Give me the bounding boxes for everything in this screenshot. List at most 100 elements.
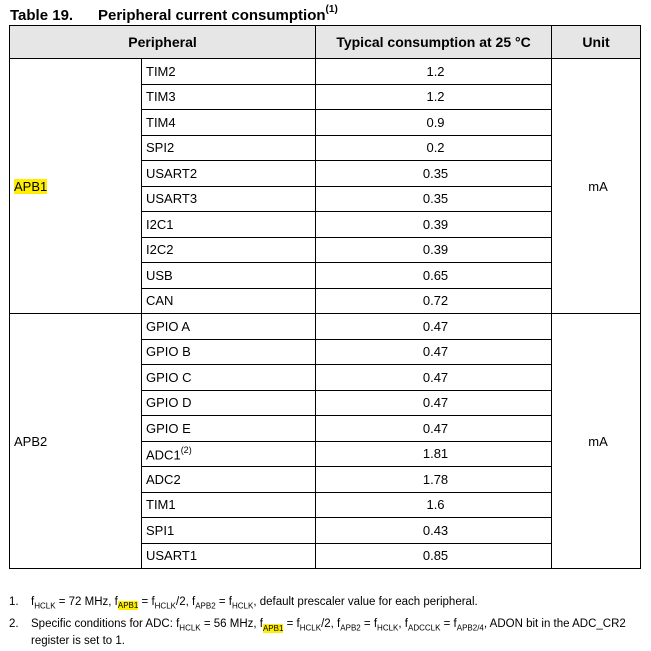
fn2-sub: HCLK — [377, 623, 399, 633]
consumption-value: 0.47 — [315, 313, 553, 340]
unit-cell: mA — [551, 313, 642, 569]
table-row: USART2 0.35 — [10, 160, 641, 187]
fn1-sub-apb1-highlight: APB1 — [117, 601, 139, 611]
table-row: USB 0.65 — [10, 262, 641, 289]
consumption-value: 1.2 — [315, 58, 553, 85]
bus-group-label: APB1 — [14, 178, 48, 194]
peripheral-name: I2C1 — [146, 216, 174, 232]
fn1-sub: APB2 — [195, 601, 216, 611]
peripheral-name: GPIO D — [146, 395, 192, 411]
consumption-value: 0.47 — [315, 389, 553, 416]
fn2-text: , f — [398, 618, 408, 631]
consumption-value: 0.2 — [315, 134, 553, 161]
fn2-sub: APB2 — [340, 623, 361, 633]
table-title: Peripheral current consumption — [98, 7, 326, 24]
peripheral-name: SPI2 — [146, 140, 175, 156]
fn2-text: = f — [440, 618, 457, 631]
peripheral-cell: SPI2 — [140, 134, 317, 161]
peripheral-cell: GPIO B — [140, 338, 317, 365]
peripheral-cell: I2C2 — [140, 236, 317, 263]
consumption-value: 1.78 — [315, 466, 553, 493]
peripheral-cell: GPIO E — [140, 415, 317, 442]
fn1-text: f — [114, 596, 118, 608]
table-caption: Table 19. Peripheral current consumption(… — [10, 4, 338, 24]
fn2-text: = 56 MHz, f — [200, 618, 263, 631]
peripheral-cell: USART3 — [140, 185, 317, 212]
peripheral-name: I2C2 — [146, 242, 174, 258]
fn2-sub-apb1-highlight: APB1 — [262, 623, 284, 633]
header-unit: Unit — [551, 25, 642, 59]
consumption-value: 1.2 — [315, 83, 553, 110]
fn1-text: f — [31, 596, 35, 608]
fn2-text: Specific conditions for ADC: f — [31, 618, 180, 631]
consumption-value: 0.43 — [315, 517, 553, 544]
fn2-text: , ADON bit in the ADC_CR2 register is se… — [31, 618, 626, 647]
bus-group-cell: APB2 — [9, 313, 142, 569]
fn2-sub: ADCCLK — [407, 623, 441, 633]
peripheral-name: GPIO E — [146, 420, 191, 436]
peripheral-name: GPIO C — [146, 369, 192, 385]
table-title-note-ref: (1) — [325, 4, 338, 15]
table-header-row: Peripheral Typical consumption at 25 °C … — [8, 25, 642, 59]
consumption-value: 0.35 — [315, 185, 553, 212]
peripheral-name: GPIO A — [146, 318, 191, 334]
consumption-value: 0.72 — [315, 287, 553, 314]
fn1-text: /2, f — [176, 596, 196, 608]
fn2-sub: HCLK — [299, 623, 322, 633]
table-row: I2C2 0.39 — [10, 236, 641, 263]
consumption-value: 0.47 — [315, 364, 553, 391]
table-row: SPI1 0.43 — [10, 517, 641, 544]
peripheral-cell: GPIO C — [140, 364, 317, 391]
peripheral-cell: TIM3 — [140, 83, 317, 110]
table-row: GPIO E 0.47 — [10, 415, 641, 442]
peripheral-name: SPI1 — [146, 522, 175, 538]
peripheral-name: TIM3 — [146, 89, 176, 105]
peripheral-cell: USART1 — [140, 542, 317, 569]
peripheral-cell: I2C1 — [140, 211, 317, 238]
table-row: APB1 TIM2 1.2 mA — [9, 58, 642, 314]
peripheral-cell: ADC1(2) — [140, 440, 317, 467]
peripheral-name: CAN — [146, 293, 174, 309]
fn1-text: = f — [138, 596, 155, 608]
fn1-text: = 72 MHz, — [55, 596, 115, 608]
peripheral-cell: GPIO D — [140, 389, 317, 416]
peripheral-cell: USART2 — [140, 160, 317, 187]
peripheral-note-ref: (2) — [180, 444, 192, 455]
footnotes: 1. fHCLK = 72 MHz, fAPB1 = fHCLK/2, fAPB… — [9, 596, 639, 651]
peripheral-name: ADC1 — [146, 446, 181, 462]
footnote-1-number: 1. — [9, 596, 19, 608]
header-consumption: Typical consumption at 25 °C — [315, 25, 553, 59]
peripheral-cell: SPI1 — [140, 517, 317, 544]
table-body: APB1 TIM2 1.2 mA TIM3 1.2 TIM4 0.9 SPI2 0.2 USART2… — [9, 58, 642, 569]
consumption-value: 0.39 — [315, 211, 553, 238]
peripheral-cell: ADC2 — [140, 466, 317, 493]
fn2-text: = f — [283, 618, 300, 631]
consumption-value: 1.6 — [315, 491, 553, 518]
fn2-text: = f — [360, 618, 378, 631]
table-row: APB2 GPIO A 0.47 mA — [9, 313, 642, 569]
fn2-text: /2, f — [321, 618, 341, 631]
bus-group-label: APB2 — [14, 433, 48, 449]
peripheral-cell: TIM2 — [140, 58, 317, 85]
fn1-sub: HCLK — [231, 601, 254, 611]
table-row: SPI2 0.2 — [10, 134, 641, 161]
fn2-sub: APB2/4 — [456, 623, 484, 633]
peripheral-cell: GPIO A — [140, 313, 317, 340]
consumption-value: 0.9 — [315, 109, 553, 136]
footnote-2: 2. Specific conditions for ADC: f HCLK = … — [9, 618, 639, 647]
footnote-2-number: 2. — [9, 618, 19, 631]
bus-group-cell: APB1 — [9, 58, 142, 314]
consumption-value: 0.47 — [315, 415, 553, 442]
peripheral-consumption-table: Peripheral Typical consumption at 25 °C … — [8, 25, 642, 569]
footnote-1: 1. fHCLK = 72 MHz, fAPB1 = fHCLK/2, fAPB… — [9, 596, 639, 612]
peripheral-name: USART1 — [146, 548, 198, 564]
consumption-value: 0.85 — [315, 542, 553, 569]
unit-cell: mA — [551, 58, 642, 314]
fn1-text: = f — [215, 596, 232, 608]
peripheral-name: TIM4 — [146, 114, 176, 130]
fn1-sub: HCLK — [154, 601, 176, 611]
peripheral-cell: CAN — [140, 287, 317, 314]
consumption-value: 0.39 — [315, 236, 553, 263]
peripheral-name: TIM2 — [146, 63, 176, 79]
